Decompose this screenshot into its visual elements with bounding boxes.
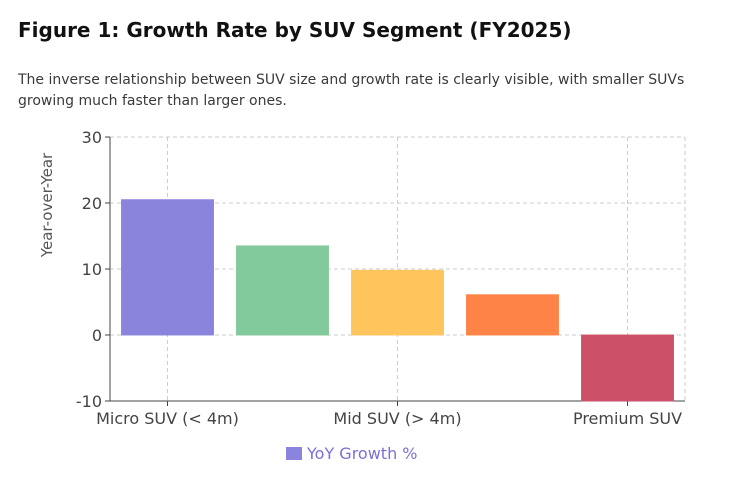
bar[interactable] [351,269,444,336]
tick-labels: -10 0 10 20 30 Micro SUV (< 4m) Mid SUV (> 4m)… [76,128,682,428]
y-axis-title: Year-over-Year [38,152,56,258]
bar[interactable] [581,334,674,402]
chart-subtitle: The inverse relationship between SUV siz… [18,72,685,109]
legend-swatch [286,447,302,460]
y-tick-label: 10 [82,260,102,279]
legend[interactable]: YoY Growth % [286,444,418,463]
y-tick-label: 0 [92,326,102,345]
x-tick-label: Micro SUV (< 4m) [96,409,239,428]
y-tick-label: 30 [82,128,102,147]
y-tick-label: 20 [82,194,102,213]
x-tick-label: Mid SUV (> 4m) [333,409,461,428]
legend-label: YoY Growth % [306,444,418,463]
bar[interactable] [121,199,214,336]
chart-title: Figure 1: Growth Rate by SUV Segment (FY… [18,18,572,42]
bar[interactable] [236,245,329,336]
x-tick-label: Premium SUV [573,409,682,428]
bar[interactable] [466,294,559,336]
bars [121,199,674,402]
y-tick-label: -10 [76,392,102,411]
